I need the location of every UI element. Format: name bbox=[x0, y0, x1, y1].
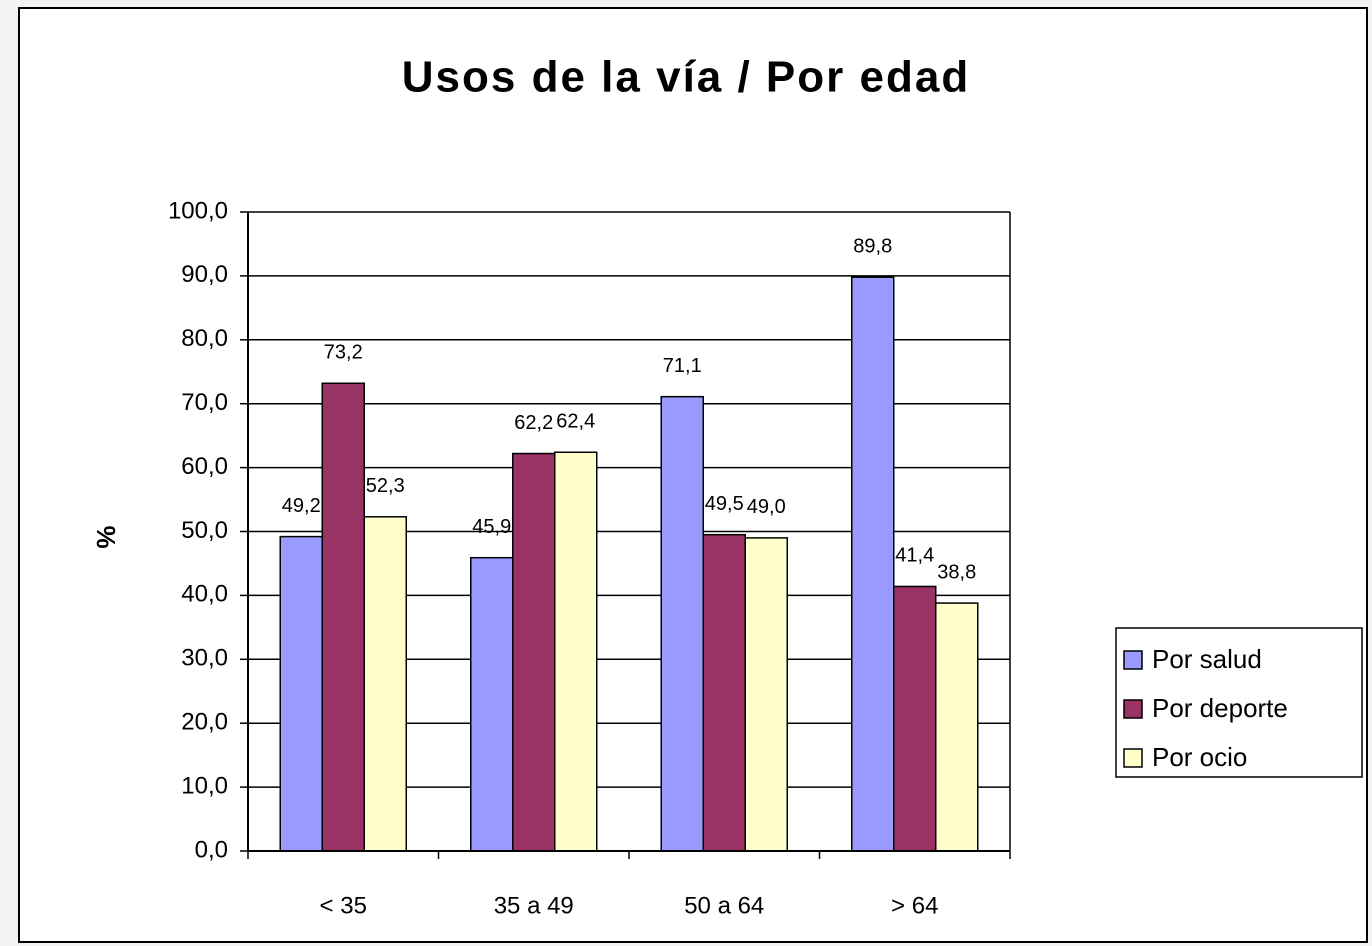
y-tick-label: 60,0 bbox=[181, 453, 228, 480]
legend-box bbox=[1115, 627, 1363, 778]
value-label: 89,8 bbox=[853, 235, 892, 257]
x-tick-label: 50 a 64 bbox=[684, 892, 764, 919]
bar bbox=[554, 451, 598, 852]
value-label: 73,2 bbox=[324, 342, 363, 364]
bar bbox=[851, 276, 895, 852]
x-tick-label: < 35 bbox=[320, 892, 367, 919]
bar bbox=[321, 382, 365, 852]
legend-swatch bbox=[1123, 699, 1143, 719]
value-label: 38,8 bbox=[937, 561, 976, 583]
bar bbox=[363, 516, 407, 852]
legend-label: Por ocio bbox=[1152, 742, 1247, 772]
value-label: 49,0 bbox=[747, 496, 786, 518]
y-tick-label: 10,0 bbox=[181, 772, 228, 799]
bar bbox=[744, 537, 788, 852]
chart-title: Usos de la vía / Por edad bbox=[402, 53, 970, 102]
y-tick-label: 20,0 bbox=[181, 709, 228, 736]
bar bbox=[935, 602, 979, 852]
value-label: 62,4 bbox=[556, 411, 595, 433]
value-label: 62,2 bbox=[514, 412, 553, 434]
legend-label: Por salud bbox=[1152, 644, 1262, 674]
bar bbox=[660, 395, 704, 852]
value-label: 49,2 bbox=[282, 495, 321, 517]
x-tick-label: > 64 bbox=[891, 892, 938, 919]
y-tick-label: 50,0 bbox=[181, 517, 228, 544]
x-tick-label: 35 a 49 bbox=[494, 892, 574, 919]
y-tick-label: 40,0 bbox=[181, 581, 228, 608]
y-tick-label: 100,0 bbox=[168, 197, 228, 224]
bar bbox=[893, 585, 937, 852]
y-tick-label: 30,0 bbox=[181, 645, 228, 672]
legend-label: Por deporte bbox=[1152, 693, 1288, 723]
value-label: 52,3 bbox=[366, 475, 405, 497]
y-tick-label: 80,0 bbox=[181, 325, 228, 352]
y-tick-label: 90,0 bbox=[181, 261, 228, 288]
legend-swatch bbox=[1123, 650, 1143, 670]
bar bbox=[470, 556, 514, 852]
value-label: 49,5 bbox=[705, 493, 744, 515]
value-label: 41,4 bbox=[895, 545, 934, 567]
legend-swatch bbox=[1123, 748, 1143, 768]
value-label: 71,1 bbox=[663, 355, 702, 377]
y-tick-label: 70,0 bbox=[181, 389, 228, 416]
bar bbox=[279, 535, 323, 852]
bar bbox=[512, 452, 556, 852]
y-tick-label: 0,0 bbox=[195, 836, 228, 863]
value-label: 45,9 bbox=[472, 516, 511, 538]
bar bbox=[702, 533, 746, 852]
y-axis-label: % bbox=[91, 525, 121, 548]
